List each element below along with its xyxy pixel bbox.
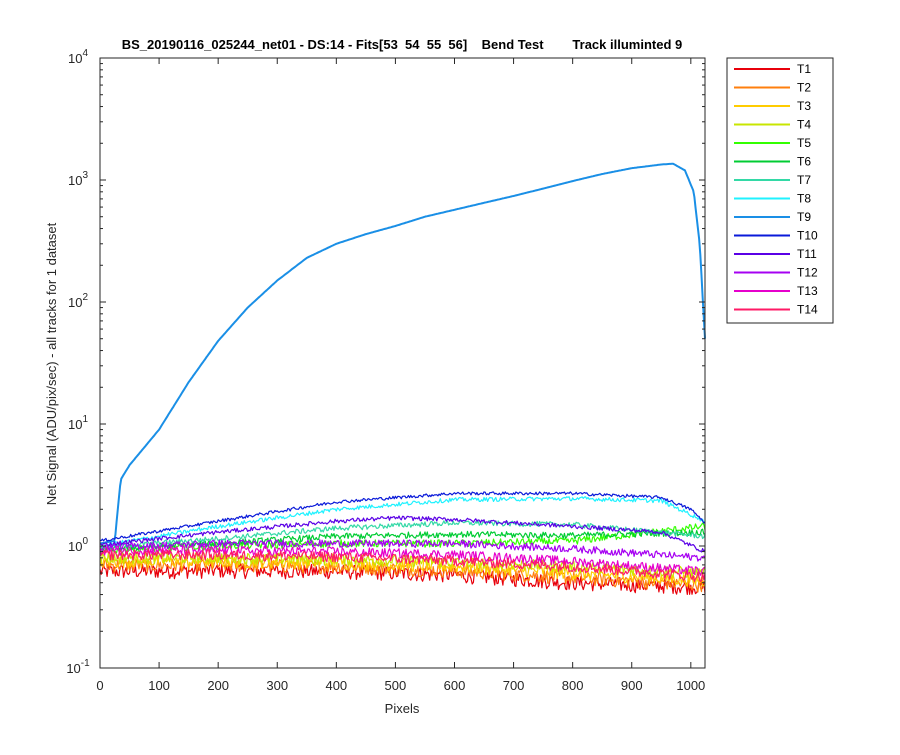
x-tick-label-0: 0 [96,678,103,693]
chart-title: BS_20190116_025244_net01 - DS:14 - Fits[… [122,37,682,52]
legend-label-t9: T9 [797,210,811,224]
legend-label-t10: T10 [797,229,818,243]
x-tick-label-600: 600 [444,678,466,693]
legend-label-t7: T7 [797,173,811,187]
legend-label-t11: T11 [797,247,817,261]
x-tick-label-900: 900 [621,678,643,693]
y-tick-label-4: 104 [68,48,88,66]
legend-label-t4: T4 [797,118,811,132]
x-axis-label: Pixels [385,701,420,716]
series-line-t13 [99,545,706,576]
y-tick-label-0: 100 [68,536,88,554]
y-tick-label-2: 102 [68,292,88,310]
series-line-t7 [99,519,706,549]
x-tick-label-1000: 1000 [676,678,705,693]
x-tick-label-300: 300 [266,678,288,693]
legend-label-t3: T3 [797,99,811,113]
x-tick-label-100: 100 [148,678,170,693]
legend-box [726,57,834,324]
series-layer [99,162,706,595]
series-line-t11 [99,515,706,553]
x-tick-label-200: 200 [207,678,229,693]
series-line-t6 [99,528,706,552]
y-tick-label-3: 103 [68,170,88,188]
legend-label-t13: T13 [797,284,818,298]
y-tick-label-1: 101 [68,414,88,432]
y-tick-label--1: 10-1 [66,658,90,676]
series-line-t9 [99,162,706,545]
legend-label-t1: T1 [797,62,811,76]
legend-label-t12: T12 [797,266,818,280]
ticks-layer: 0 100 200 300 400 500 600 700 800 900 1000 10-1 100 1… [66,48,705,693]
series-line-t1 [99,563,706,595]
legend-label-t6: T6 [797,155,811,169]
legend: T1 T2 T3 T4 T5 T6 T7 T8 T9 T10 T11 T12 T13 T14 [726,57,834,324]
y-axis-label: Net Signal (ADU/pix/sec) - all tracks fo… [44,222,59,505]
axes-frame [99,57,706,669]
x-tick-label-400: 400 [325,678,347,693]
series-line-t12 [99,539,706,562]
plot-area: 0 100 200 300 400 500 600 700 800 900 1000 10-1 100 1… [66,48,706,693]
legend-label-t2: T2 [797,81,811,95]
legend-label-t5: T5 [797,136,811,150]
x-tick-label-500: 500 [385,678,407,693]
legend-items: T1 T2 T3 T4 T5 T6 T7 T8 T9 T10 T11 T12 T13 T14 [734,62,818,317]
series-line-t14 [99,549,706,583]
x-tick-label-700: 700 [503,678,525,693]
legend-label-t8: T8 [797,192,811,206]
legend-label-t14: T14 [797,303,818,317]
x-tick-label-800: 800 [562,678,584,693]
series-line-t10 [99,491,706,542]
series-line-t8 [99,496,706,548]
